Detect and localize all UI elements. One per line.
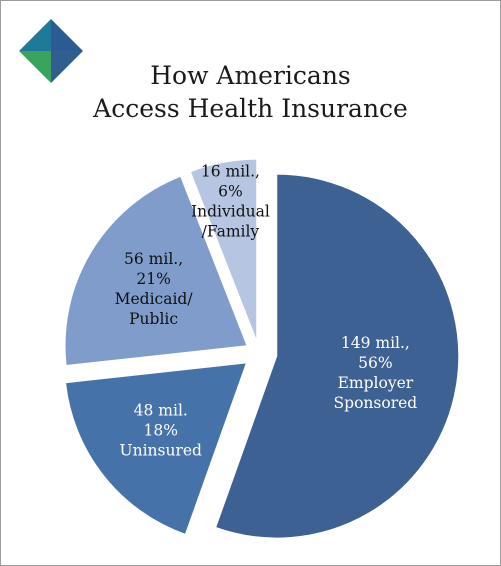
chart-title-line-2: Access Health Insurance	[93, 94, 408, 123]
data-label-line: 48 mil.	[134, 402, 188, 420]
diamond-logo-icon	[19, 19, 83, 83]
data-label-employer-sponsored: 149 mil., 56% Employer Sponsored	[334, 334, 418, 412]
data-label-medicaid-public: 56 mil., 21% Medicaid/Public	[115, 250, 194, 328]
data-label-line: Sponsored	[334, 394, 418, 412]
pie-slice-uninsured	[64, 362, 248, 536]
data-label-line: Public	[129, 310, 178, 328]
data-label-line: /Family	[202, 223, 260, 241]
pie-slice-employer-sponsored	[215, 173, 460, 539]
data-label-line: 16 mil.,	[201, 163, 260, 181]
data-label-line: 18%	[144, 422, 178, 440]
data-label-line: 21%	[136, 270, 170, 288]
pie-slice-medicaid-public	[64, 175, 248, 367]
data-label-line: 6%	[218, 183, 243, 201]
data-label-line: Uninsured	[120, 442, 203, 460]
chart-title-line-1: How Americans	[150, 61, 351, 90]
data-label-line: Medicaid/	[115, 290, 194, 308]
data-label-line: Employer	[338, 374, 414, 392]
data-label-line: 56%	[358, 354, 392, 372]
data-label-line: 56 mil.,	[124, 250, 183, 268]
data-label-uninsured: 48 mil. 18% Uninsured	[120, 402, 203, 460]
data-label-line: 149 mil.,	[341, 334, 410, 352]
chart-title: How Americans Access Health Insurance	[1, 59, 500, 125]
data-label-line: Individual	[191, 203, 270, 221]
pie-slice-individual-family	[189, 158, 258, 342]
data-label-individual-family: 16 mil., 6% Individual/Family	[191, 163, 270, 241]
